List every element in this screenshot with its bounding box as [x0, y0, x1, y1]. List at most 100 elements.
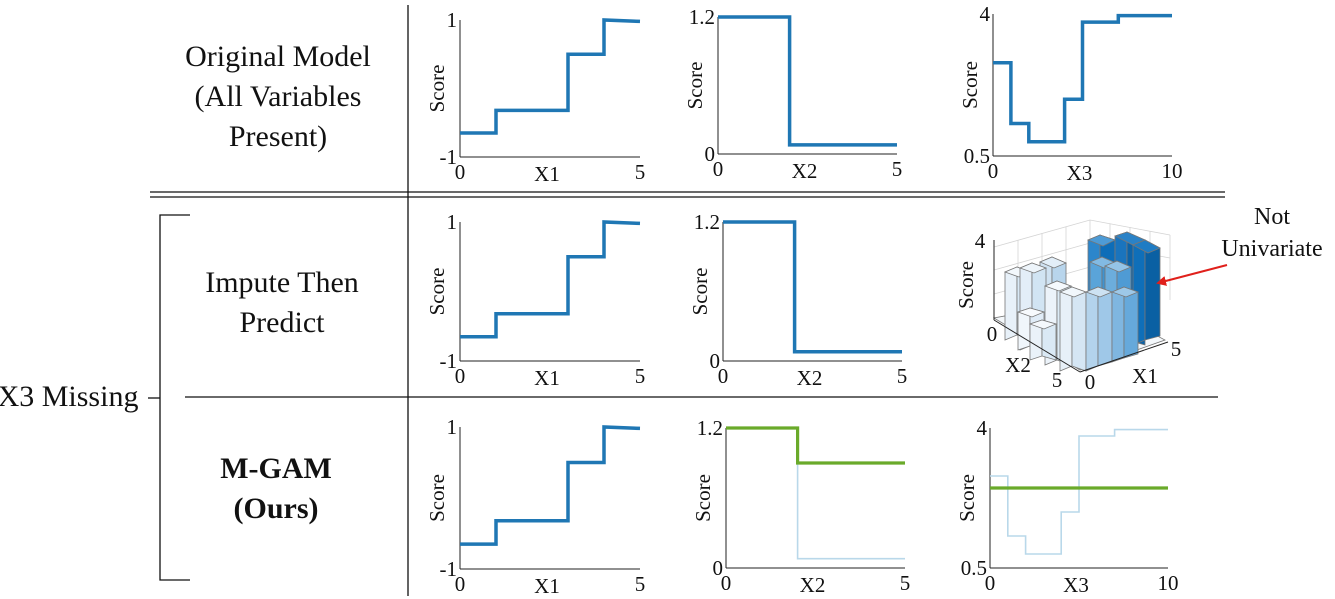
x-tick-end: 10 [1162, 159, 1183, 183]
y-axis-label: Score [955, 474, 979, 522]
chart-mgam-x1: 1 -10 5 X1 Score [425, 415, 645, 598]
x-tick-end: 5 [897, 364, 908, 388]
chart-original-x2: 1.2 00 5 X2 Score [683, 5, 902, 183]
row-label-mgam-line1: M-GAM [220, 452, 332, 485]
3d-bar [1071, 286, 1087, 372]
y-tick-bottom: 0.5 [964, 144, 990, 168]
y-tick-top: 1.2 [697, 416, 723, 440]
y-tick-bottom: 0.5 [961, 556, 987, 580]
row-label-impute-line2: Predict [240, 306, 326, 339]
3d-bar [1016, 307, 1046, 318]
3d-z-label: Score [954, 261, 978, 309]
3d-x2-tick-0: 0 [987, 322, 998, 346]
x-tick-start: 0 [721, 571, 732, 595]
3d-bar [1038, 256, 1068, 269]
3d-bar [1043, 280, 1073, 292]
row-label-original: Original Model (All Variables Present) [185, 40, 371, 153]
3d-bar [1111, 286, 1125, 363]
3d-bar [1004, 266, 1018, 341]
annotation-line1: Not [1254, 204, 1290, 230]
y-tick-top: 4 [980, 2, 991, 26]
3d-bar [1132, 239, 1161, 254]
x-tick-start: 0 [713, 157, 724, 181]
3d-x2-label: X2 [1005, 353, 1031, 377]
y-tick-bottom: 0 [705, 142, 716, 166]
score-step-line [718, 15, 897, 147]
x-tick-end: 5 [635, 572, 646, 596]
3d-bars [1003, 231, 1161, 372]
y-tick-top: 1.2 [689, 5, 715, 29]
y-tick-bottom: 0 [710, 349, 721, 373]
y-axis-label: Score [683, 62, 707, 110]
x-tick-start: 0 [985, 571, 996, 595]
annotation-line2: Univariate [1221, 236, 1322, 262]
x-tick-start: 0 [718, 364, 729, 388]
3d-bar [1097, 286, 1113, 367]
faded-original-line [990, 428, 1168, 555]
score-step-line [460, 425, 641, 546]
x-tick-end: 5 [892, 157, 903, 181]
y-tick-top: 1.2 [694, 210, 720, 234]
y-axis-label: Score [425, 65, 449, 113]
row-label-original-line1: Original Model [185, 40, 371, 73]
y-tick-bottom: -1 [440, 145, 458, 169]
3d-bar [1059, 286, 1073, 372]
y-axis-label: Score [425, 474, 449, 522]
x-axis-label: X3 [1067, 161, 1093, 185]
y-tick-top: 1 [447, 210, 458, 234]
chart-impute-x1: 1 -10 5 X1 Score [425, 210, 645, 390]
chart-impute-3d-bars: 4 Score 0 5 X2 0 5 X1 [954, 219, 1182, 394]
faded-original-line [726, 427, 905, 560]
3d-bar [1018, 262, 1048, 274]
x-axis-label: X2 [792, 159, 818, 183]
x-axis-label: X2 [800, 573, 826, 597]
y-axis-label: Score [688, 268, 712, 316]
3d-x1-tick-0: 0 [1085, 370, 1096, 394]
x-tick-end: 10 [1158, 571, 1179, 595]
chart-mgam-x2: 1.2 00 5 X2 Score [691, 416, 910, 597]
3d-bar [1028, 319, 1058, 330]
annotation-arrow [1156, 264, 1228, 286]
3d-bar [1144, 239, 1161, 341]
score-step-line [460, 220, 641, 339]
score-step-line [723, 220, 902, 354]
group-label: X3 Missing [0, 380, 138, 413]
3d-bar [1085, 286, 1099, 372]
x-tick-start: 0 [455, 160, 466, 184]
y-axis-label: Score [691, 474, 715, 522]
row-label-original-line2: (All Variables [195, 80, 362, 113]
3d-bar [1103, 260, 1133, 273]
3d-x1-label: X1 [1132, 364, 1158, 388]
x-axis-label: X1 [534, 574, 560, 598]
row-label-mgam: M-GAM (Ours) [220, 452, 332, 525]
chart-original-x3: 4 0.50 10 X3 Score [958, 2, 1183, 185]
x-tick-end: 5 [635, 364, 646, 388]
row-label-original-line3: Present) [229, 120, 327, 153]
y-tick-bottom: 0 [713, 556, 724, 580]
3d-x1-axis [1079, 341, 1169, 373]
x-axis-label: X3 [1063, 573, 1089, 597]
chart-original-x1: 1 -10 5 X1 Score [425, 8, 645, 186]
chart-mgam-x3: 4 0.50 10 X3 Score [955, 416, 1179, 597]
score-step-line [460, 18, 641, 135]
3d-bar [1110, 286, 1140, 298]
x-tick-end: 5 [635, 160, 646, 184]
y-tick-bottom: -1 [440, 557, 458, 581]
x-tick-start: 0 [988, 159, 999, 183]
y-tick-top: 1 [447, 415, 458, 439]
y-tick-top: 4 [977, 416, 988, 440]
row-label-mgam-line2: (Ours) [234, 492, 319, 525]
x-axis-label: X1 [534, 366, 560, 390]
y-tick-bottom: -1 [440, 349, 458, 373]
3d-z-tick: 4 [975, 229, 986, 253]
row-label-impute: Impute Then Predict [205, 266, 359, 339]
x-tick-start: 0 [455, 364, 466, 388]
3d-bar [1123, 286, 1139, 359]
3d-x2-axis [993, 319, 1081, 373]
3d-x1-tick-5: 5 [1171, 337, 1182, 361]
y-axis-label: Score [425, 268, 449, 316]
score-step-line [993, 13, 1172, 144]
x-tick-end: 5 [900, 571, 911, 595]
x-axis-label: X1 [534, 162, 560, 186]
